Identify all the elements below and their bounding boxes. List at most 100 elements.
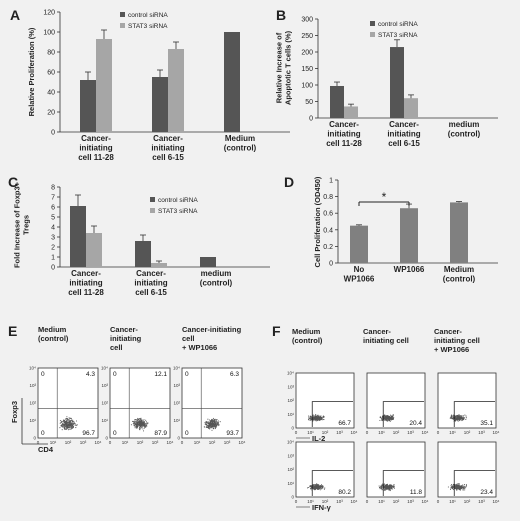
- event-dot: [217, 422, 219, 424]
- event-dot: [380, 486, 382, 488]
- event-dot: [460, 417, 462, 419]
- event-dot: [213, 425, 215, 427]
- event-dot: [318, 486, 320, 488]
- y-axis-label: Cell Proliferation (OD450): [313, 176, 322, 267]
- plot-title: Cancer-initiating: [182, 325, 242, 334]
- plot-title: Medium: [292, 327, 321, 336]
- event-dot: [389, 417, 391, 420]
- event-dot: [211, 423, 213, 425]
- event-dot: [449, 417, 451, 420]
- x-tick-label: 10¹: [449, 499, 456, 504]
- event-dot: [62, 419, 64, 421]
- category-label: cell 6-15: [152, 153, 184, 162]
- gate-outline: [311, 401, 353, 427]
- event-dot: [316, 484, 318, 486]
- bar-stat3-sirna: [344, 106, 358, 118]
- x-tick-label: 10³: [478, 430, 485, 435]
- event-dot: [317, 414, 319, 416]
- gate-outline: [453, 401, 495, 427]
- event-dot: [458, 417, 460, 419]
- event-dot: [211, 429, 213, 431]
- event-dot: [212, 422, 214, 424]
- panel-d: D 0 0.2 0.4 0.6 0.8 1 Cell Proliferation (OD450…: [284, 174, 498, 284]
- event-dot: [310, 485, 312, 488]
- event-dot: [65, 424, 67, 426]
- event-dot: [137, 420, 139, 422]
- event-dot: [209, 423, 211, 425]
- event-dot: [462, 415, 464, 417]
- event-dot: [314, 417, 316, 419]
- event-dot: [451, 414, 453, 416]
- event-dot: [383, 415, 385, 417]
- event-dot: [389, 486, 391, 488]
- event-dot: [315, 487, 317, 489]
- category-label: cell 11-28: [68, 288, 104, 297]
- event-dot: [143, 425, 145, 427]
- event-dot: [67, 426, 69, 428]
- event-dot: [133, 425, 135, 427]
- event-dot: [388, 416, 390, 418]
- bar-control-sirna: [330, 85, 344, 118]
- event-dot: [392, 414, 394, 417]
- plot-frame: [437, 372, 497, 429]
- plot-title: initiating cell: [434, 336, 480, 345]
- event-dot: [319, 417, 321, 419]
- gate-value: 11.8: [410, 489, 423, 496]
- event-dot: [215, 421, 217, 423]
- event-dot: [313, 488, 315, 490]
- event-dot: [316, 417, 318, 420]
- event-dot: [215, 426, 217, 428]
- event-dot: [68, 425, 70, 427]
- event-dot: [452, 485, 454, 487]
- x-tick-label: 10¹: [449, 430, 456, 435]
- upper-right-value: 6.3: [230, 371, 239, 378]
- event-dot: [212, 427, 214, 429]
- event-dot: [72, 423, 74, 425]
- bar-stat3-sirna: [86, 233, 102, 267]
- event-dot: [456, 487, 458, 489]
- event-dot: [138, 425, 140, 427]
- event-dot: [383, 419, 385, 421]
- event-dot: [137, 425, 139, 428]
- event-dot: [60, 422, 62, 424]
- event-dot: [451, 415, 453, 417]
- panel-a: A 0 20 40 60 80 100 120 Relative Proliferation (…: [10, 7, 290, 162]
- event-dot: [459, 418, 461, 420]
- event-dot: [465, 486, 467, 488]
- event-dot: [61, 426, 63, 428]
- category-label: medium: [449, 120, 480, 129]
- category-label: cell 6-15: [388, 139, 420, 148]
- panel-c: C 0 1 2 3 4 5 6 7 8 Fold Increase of Foxp3+ Tregs Ca…: [8, 174, 270, 297]
- event-dot: [381, 483, 383, 486]
- event-dot: [462, 416, 465, 419]
- x-tick-label: 0: [181, 440, 184, 445]
- event-dot: [133, 423, 135, 425]
- event-dot: [211, 425, 213, 427]
- event-dot: [312, 415, 314, 417]
- event-dot: [70, 427, 72, 429]
- event-dot: [320, 484, 323, 486]
- event-dot: [309, 419, 311, 421]
- event-dot: [451, 417, 453, 419]
- category-label: medium: [201, 269, 232, 278]
- event-dot: [393, 485, 395, 487]
- event-dot: [212, 419, 214, 421]
- event-dot: [62, 420, 64, 423]
- event-dot: [130, 424, 132, 426]
- y-tick-label: 150: [301, 66, 313, 73]
- x-tick-label: 10³: [407, 430, 414, 435]
- plot-frame: [366, 372, 426, 429]
- y-tick-label: 10⁴: [29, 366, 36, 371]
- event-dot: [214, 419, 216, 421]
- plot-title: initiating: [110, 334, 142, 343]
- event-dot: [64, 420, 67, 422]
- event-dot: [136, 427, 138, 429]
- event-dot: [140, 418, 142, 420]
- x-tick-label: 10³: [478, 499, 485, 504]
- x-tick-label: 10²: [393, 430, 400, 435]
- event-dot: [384, 484, 386, 486]
- event-dot: [310, 485, 313, 487]
- y-tick-label: 0: [51, 130, 55, 137]
- event-dot: [379, 416, 381, 418]
